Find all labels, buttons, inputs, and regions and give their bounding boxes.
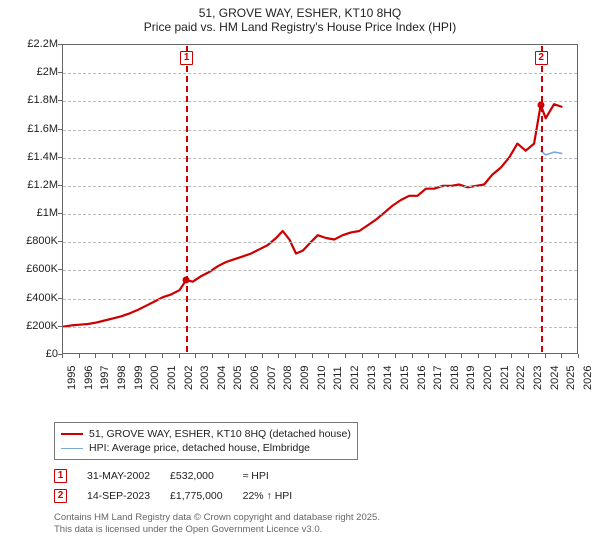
x-tick-label: 2018 xyxy=(449,366,461,390)
callout-badge: 1 xyxy=(180,51,193,65)
swatch-hpi xyxy=(61,448,83,449)
legend-and-footer: 51, GROVE WAY, ESHER, KT10 8HQ (detached… xyxy=(14,418,586,537)
x-tick-label: 2010 xyxy=(316,366,328,390)
sale-price: £1,775,000 xyxy=(170,486,243,506)
table-row: 2 14-SEP-2023 £1,775,000 22% ↑ HPI xyxy=(54,486,312,506)
legend: 51, GROVE WAY, ESHER, KT10 8HQ (detached… xyxy=(54,422,358,460)
y-tick-label: £400K xyxy=(10,292,58,304)
y-tick-label: £800K xyxy=(10,235,58,247)
copyright: Contains HM Land Registry data © Crown c… xyxy=(54,512,586,537)
y-tick-label: £0 xyxy=(10,348,58,360)
x-tick-label: 2000 xyxy=(149,366,161,390)
y-tick-label: £1.4M xyxy=(10,151,58,163)
sales-table: 1 31-MAY-2002 £532,000 ≈ HPI 2 14-SEP-20… xyxy=(54,466,312,506)
y-tick-label: £1.8M xyxy=(10,94,58,106)
sale-delta: ≈ HPI xyxy=(243,466,313,486)
x-tick-label: 1995 xyxy=(66,366,78,390)
x-tick-label: 1999 xyxy=(133,366,145,390)
x-tick-label: 1998 xyxy=(116,366,128,390)
x-tick-label: 2012 xyxy=(349,366,361,390)
x-tick-label: 2022 xyxy=(515,366,527,390)
chart: £0 £200K £400K £600K £800K £1M £1.2M £1.4M £1.6M… xyxy=(10,36,590,416)
x-tick-label: 2025 xyxy=(565,366,577,390)
x-tick-label: 1997 xyxy=(99,366,111,390)
x-tick-label: 2013 xyxy=(366,366,378,390)
sale-badge: 1 xyxy=(54,469,67,483)
x-tick-label: 2017 xyxy=(432,366,444,390)
x-tick-label: 2009 xyxy=(299,366,311,390)
x-tick-label: 2026 xyxy=(582,366,594,390)
x-tick-label: 2003 xyxy=(199,366,211,390)
legend-label-price-paid: 51, GROVE WAY, ESHER, KT10 8HQ (detached… xyxy=(89,428,351,440)
x-tick-label: 2005 xyxy=(232,366,244,390)
sale-date: 31-MAY-2002 xyxy=(87,466,170,486)
x-tick-label: 2021 xyxy=(499,366,511,390)
legend-item-hpi: HPI: Average price, detached house, Elmb… xyxy=(61,441,351,455)
x-tick-label: 2011 xyxy=(332,366,344,390)
sale-price: £532,000 xyxy=(170,466,243,486)
copyright-line1: Contains HM Land Registry data © Crown c… xyxy=(54,512,586,524)
title-line2: Price paid vs. HM Land Registry's House … xyxy=(0,20,600,34)
y-tick-label: £1M xyxy=(10,207,58,219)
swatch-price-paid xyxy=(61,433,83,435)
vertical-guide xyxy=(541,46,543,352)
chart-title-block: 51, GROVE WAY, ESHER, KT10 8HQ Price pai… xyxy=(0,0,600,36)
y-tick-label: £600K xyxy=(10,263,58,275)
x-tick-label: 2024 xyxy=(549,366,561,390)
callout-badge: 2 xyxy=(535,51,548,65)
y-tick-label: £2.2M xyxy=(10,38,58,50)
title-line1: 51, GROVE WAY, ESHER, KT10 8HQ xyxy=(0,6,600,20)
plot-area: 12 xyxy=(62,44,578,354)
x-tick-label: 2007 xyxy=(266,366,278,390)
x-tick-label: 2002 xyxy=(183,366,195,390)
y-tick-label: £200K xyxy=(10,320,58,332)
x-tick-label: 2019 xyxy=(465,366,477,390)
sale-delta: 22% ↑ HPI xyxy=(243,486,313,506)
legend-item-price-paid: 51, GROVE WAY, ESHER, KT10 8HQ (detached… xyxy=(61,427,351,441)
x-tick-label: 2023 xyxy=(532,366,544,390)
chart-lines xyxy=(63,45,579,355)
legend-label-hpi: HPI: Average price, detached house, Elmb… xyxy=(89,442,310,454)
vertical-guide xyxy=(186,46,188,352)
x-tick-label: 1996 xyxy=(83,366,95,390)
y-tick-label: £1.2M xyxy=(10,179,58,191)
copyright-line2: This data is licensed under the Open Gov… xyxy=(54,524,586,536)
sale-date: 14-SEP-2023 xyxy=(87,486,170,506)
sale-badge: 2 xyxy=(54,489,67,503)
x-tick-label: 2014 xyxy=(382,366,394,390)
x-tick-label: 2015 xyxy=(399,366,411,390)
y-tick-label: £2M xyxy=(10,66,58,78)
x-tick-label: 2006 xyxy=(249,366,261,390)
x-tick-label: 2008 xyxy=(282,366,294,390)
x-tick-label: 2016 xyxy=(416,366,428,390)
x-tick-label: 2001 xyxy=(166,366,178,390)
x-tick-label: 2020 xyxy=(482,366,494,390)
table-row: 1 31-MAY-2002 £532,000 ≈ HPI xyxy=(54,466,312,486)
x-tick-label: 2004 xyxy=(216,366,228,390)
y-tick-label: £1.6M xyxy=(10,123,58,135)
